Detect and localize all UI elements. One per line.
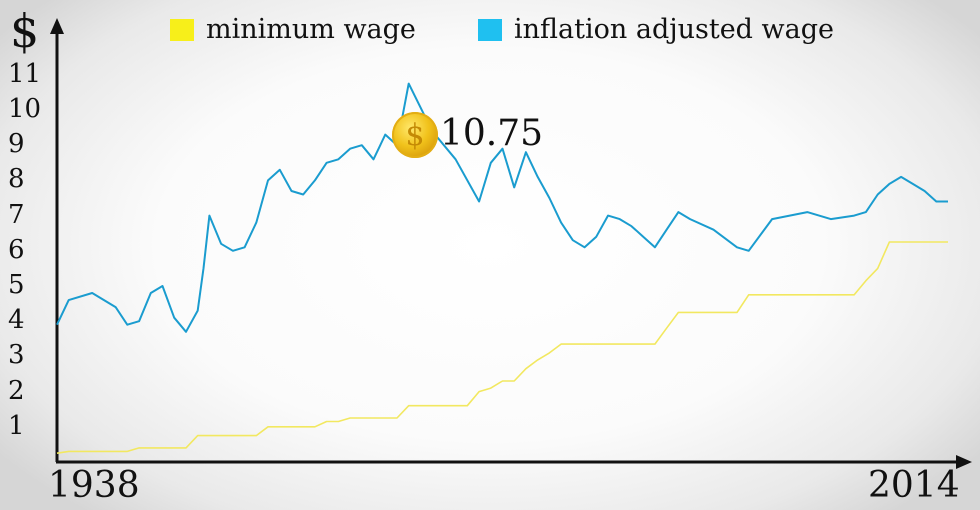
y-tick-label: 7 bbox=[8, 199, 25, 230]
legend-label-inflation-adjusted-wage: inflation adjusted wage bbox=[514, 14, 835, 45]
y-tick-label: 1 bbox=[8, 410, 25, 441]
legend-swatch-inflation-adjusted-wage bbox=[478, 18, 502, 41]
gold-coin-icon: $ bbox=[392, 112, 438, 158]
series-line-minimum-wage bbox=[56, 241, 948, 454]
y-tick-label: 4 bbox=[8, 305, 25, 336]
y-tick-label: 11 bbox=[8, 58, 42, 89]
legend-swatch-minimum-wage bbox=[170, 18, 194, 41]
series-line-inflation-adjusted-wage bbox=[56, 82, 948, 333]
peak-annotation: 10.75 bbox=[440, 113, 544, 154]
y-axis-unit-label: $ bbox=[10, 4, 40, 58]
y-axis-arrowhead bbox=[50, 18, 64, 34]
legend-item-inflation-adjusted-wage: inflation adjusted wage bbox=[478, 14, 834, 45]
x-tick-end: 2014 bbox=[868, 465, 960, 506]
y-tick-label: 2 bbox=[8, 375, 25, 406]
y-tick-label: 6 bbox=[8, 234, 25, 265]
y-tick-label: 8 bbox=[8, 164, 25, 195]
y-tick-label: 3 bbox=[8, 340, 25, 371]
x-axis-arrowhead bbox=[956, 455, 972, 469]
x-tick-start: 1938 bbox=[48, 465, 140, 506]
y-tick-label: 5 bbox=[8, 270, 25, 300]
y-tick-label: 10 bbox=[8, 94, 42, 124]
y-tick-label: 9 bbox=[8, 129, 25, 160]
legend-label-minimum-wage: minimum wage bbox=[206, 14, 416, 45]
legend-item-minimum-wage: minimum wage bbox=[170, 14, 416, 45]
